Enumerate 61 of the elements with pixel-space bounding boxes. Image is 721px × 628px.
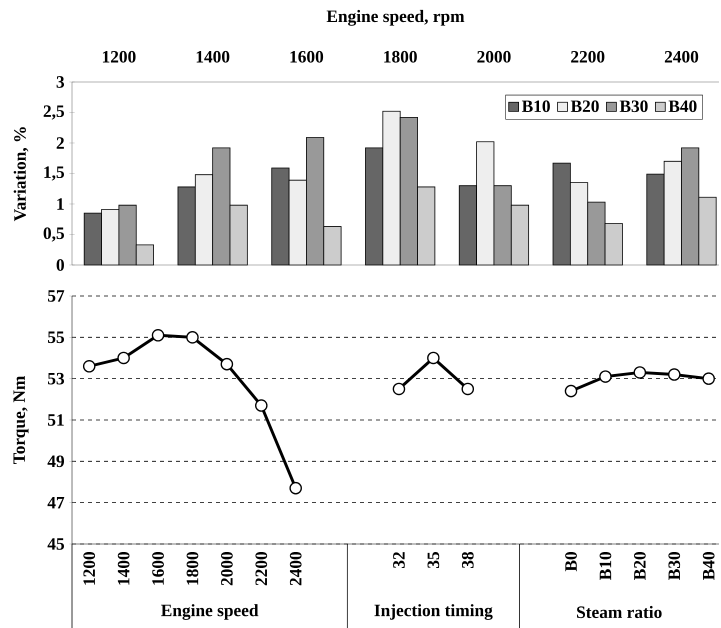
y-tick-label: 55 [48,332,64,344]
point [462,382,474,396]
legend-label: B20 [570,100,599,112]
y-axis-title: Variation, % [14,127,28,222]
y-tick-label: 0 [56,259,64,271]
x-tick-label: 1600 [152,552,164,585]
y-tick-label: 2 [56,137,64,149]
text: Injection timing [374,604,493,620]
text: Engine speed [161,604,258,620]
legend-label: B40 [668,100,697,112]
point [255,399,268,412]
y-tick-label: 1,5 [44,166,64,181]
x-tick-label: 1400 [118,552,130,585]
x-tick-label: B40 [702,552,715,580]
x-tick-label: B10 [600,552,612,580]
x-tick-label: 2200 [571,50,604,63]
x-tick-label: 1200 [83,552,96,585]
point [152,328,164,342]
y-tick-label: 49 [48,455,64,468]
point [668,368,681,381]
x-axis-title: Engine speed, rpm [326,10,464,26]
point [427,352,440,364]
y-tick-label: 2,5 [44,105,64,120]
y-tick-label: 51 [48,414,64,426]
point [82,360,96,373]
x-tick-label: 35 [428,552,440,568]
point [702,372,715,385]
x-tick-label: 1200 [102,50,136,63]
y-tick-label: 53 [48,372,64,384]
legend-label: B10 [522,100,550,112]
y-axis-title: Torque, Nm [13,376,29,464]
x-tick-label: 32 [393,552,405,568]
y-tick-label: 45 [48,538,64,550]
x-tick-label: 2000 [221,552,233,586]
x-tick-label: B30 [668,552,680,580]
x-tick-label: 2000 [477,50,511,63]
point [289,482,302,494]
legend-label: B30 [620,100,648,112]
x-tick-label: 2200 [255,552,268,586]
y-tick-label: 3 [56,76,64,88]
x-tick-label: B0 [565,552,577,572]
point [392,382,406,396]
y-tick-label: 1 [57,198,64,210]
y-tick-label: 57 [48,290,64,302]
point [186,331,199,344]
x-tick-label: B20 [634,552,646,580]
point [220,358,234,370]
x-tick-label: 1800 [384,50,417,63]
text: Steam ratio [577,606,662,618]
x-tick-label: 1400 [196,50,230,63]
x-tick-label: 2400 [664,50,698,63]
x-tick-label: 2400 [290,552,302,586]
point [564,384,578,398]
x-tick-label: 38 [462,552,474,568]
y-tick-label: 0,5 [44,227,64,242]
point [599,370,612,383]
point [634,366,646,379]
x-tick-label: 1800 [186,552,198,585]
point [117,352,130,364]
x-tick-label: 1600 [290,50,324,63]
y-tick-label: 47 [48,496,64,508]
